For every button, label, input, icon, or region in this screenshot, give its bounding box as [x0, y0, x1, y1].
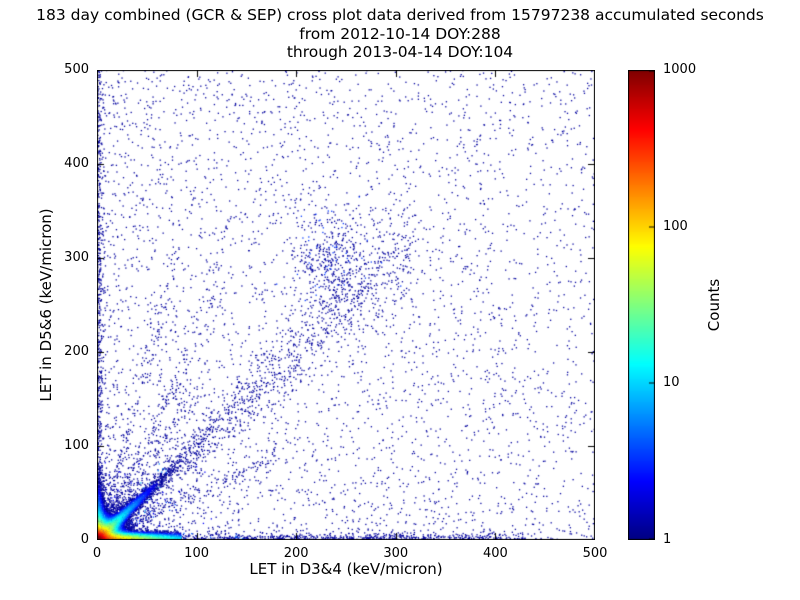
y-tick-label: 500	[64, 62, 89, 77]
x-tick-label: 0	[92, 546, 102, 561]
chart-subtitle-through: through 2013-04-14 DOY:104	[286, 43, 514, 61]
x-tick-label: 300	[383, 546, 409, 561]
y-tick-label: 200	[64, 344, 89, 359]
chart-title: 183 day combined (GCR & SEP) cross plot …	[36, 6, 764, 24]
chart-subtitle-from: from 2012-10-14 DOY:288	[299, 25, 501, 43]
colorbar-tick-label: 1	[663, 532, 672, 547]
colorbar-tick-label: 100	[663, 218, 688, 234]
colorbar-label: Counts	[705, 278, 723, 332]
colorbar-tick-label: 10	[663, 375, 680, 391]
x-tick-label: 200	[283, 546, 309, 561]
y-tick-label: 0	[80, 532, 89, 547]
colorbar	[628, 70, 655, 540]
x-axis-label: LET in D3&4 (keV/micron)	[249, 560, 443, 578]
y-tick-label: 300	[64, 250, 89, 265]
y-tick-label: 100	[64, 438, 89, 453]
scatter-plot-canvas	[97, 70, 595, 540]
y-tick-label: 400	[64, 156, 89, 171]
colorbar-tick-label: 1000	[663, 62, 697, 77]
x-tick-label: 400	[482, 546, 508, 561]
x-tick-label: 500	[582, 546, 608, 561]
y-axis-label: LET in D5&6 (keV/micron)	[37, 208, 55, 402]
x-tick-label: 100	[184, 546, 209, 561]
